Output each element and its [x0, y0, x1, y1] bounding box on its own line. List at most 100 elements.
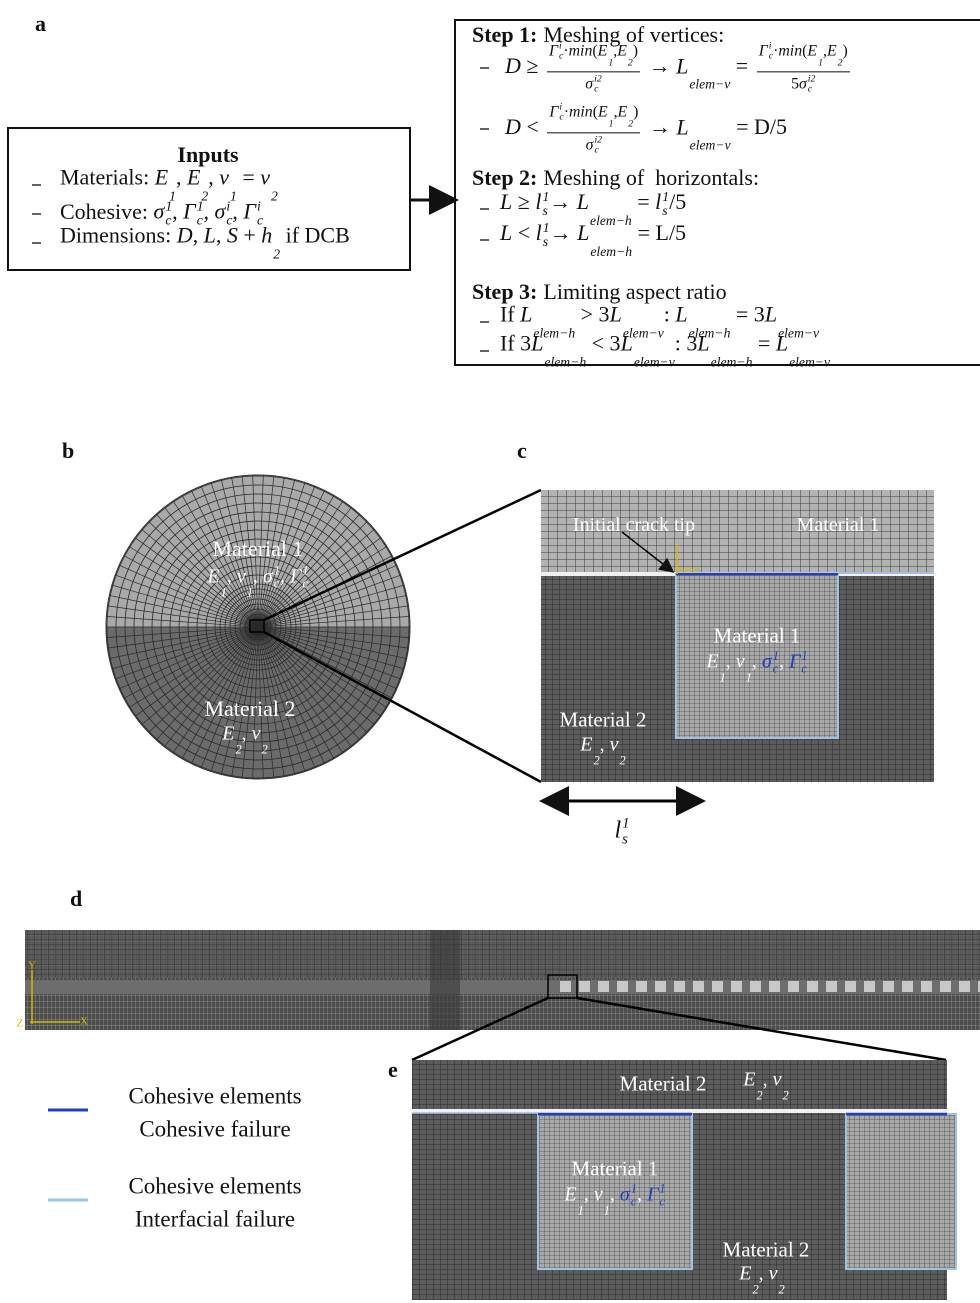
text: , [759, 1262, 769, 1284]
subscript: 2 [620, 755, 626, 768]
symbol-base: Γ [290, 565, 301, 587]
subscript: 1 [604, 1204, 610, 1217]
symbol-base: D [505, 114, 521, 139]
panel-d-mesh [25, 930, 980, 1030]
expression: E2, ν2 [739, 1263, 785, 1296]
scripts: 1 [609, 120, 614, 130]
symbol: E2 [222, 722, 241, 744]
text: , [763, 1068, 773, 1090]
symbol-base: E [807, 42, 817, 59]
superscript: i [257, 200, 263, 214]
text: Dimensions: [60, 222, 177, 247]
symbol-base: min [569, 103, 593, 120]
numerator: Γic·min(E1,E2) [547, 102, 640, 133]
symbol: ν2 [252, 722, 268, 744]
text: , [176, 164, 187, 189]
mesh-block [712, 981, 723, 992]
symbol: Lelem−h [675, 301, 730, 326]
text: < 3 [586, 330, 620, 355]
symbol: Lelem−v [776, 330, 830, 355]
scripts: elem−v [634, 355, 675, 369]
denominator: σi2c [586, 133, 602, 156]
symbol: ν2 [610, 733, 626, 755]
symbol: σi2c [799, 75, 815, 92]
panel-label: c [517, 440, 527, 462]
scripts: 2 [593, 755, 599, 768]
text: > 3 [575, 301, 609, 326]
subscript: 2 [235, 744, 241, 757]
symbol: E1 [598, 42, 614, 59]
symbol-base: L [531, 330, 543, 355]
symbol: E2 [617, 42, 633, 59]
text: < [521, 114, 544, 139]
subscript: c [302, 578, 308, 591]
scripts: elem−v [690, 139, 731, 153]
symbol: Γ1c [183, 199, 203, 224]
mesh-block [807, 981, 818, 992]
symbol: σi2c [586, 136, 602, 153]
text: Materials: [60, 164, 155, 189]
subscript: 1 [818, 59, 823, 69]
subscript: s [543, 235, 550, 249]
symbol-base: L [610, 301, 622, 326]
scripts: 1 [247, 586, 253, 599]
scripts: 2 [620, 755, 626, 768]
symbol-base: ν [769, 1262, 778, 1284]
symbol-base: Γ [759, 42, 768, 59]
symbol-base: Γ [183, 199, 196, 224]
subscript: 2 [628, 59, 633, 69]
subscript: 2 [783, 1090, 789, 1103]
symbol-base: E [187, 164, 200, 189]
text: , [172, 199, 183, 224]
subscript: c [594, 145, 602, 155]
subscript: c [808, 84, 816, 94]
subscript: 1 [578, 1204, 584, 1217]
symbol-base: ν [260, 164, 270, 189]
subscript: s [622, 832, 629, 848]
symbol-base: l [536, 220, 542, 245]
symbol: Lelem−h [577, 189, 632, 214]
material-label: Material 1 [572, 1159, 659, 1180]
symbol-base: L [577, 189, 589, 214]
text: ) [633, 42, 638, 59]
mesh-block [788, 981, 799, 992]
symbol: l1s [614, 818, 629, 844]
mesh-block [864, 981, 875, 992]
text: 5 [791, 75, 799, 92]
symbol-base: σ [762, 650, 772, 672]
expression: E2, ν2 [580, 734, 626, 767]
symbol: E2 [739, 1262, 758, 1284]
symbol: min [569, 42, 593, 59]
symbol: σ1c [762, 650, 779, 672]
symbol-base: σ [263, 565, 273, 587]
material-label: Material 1 [797, 515, 880, 535]
scripts: elem−h [544, 355, 586, 369]
step-item: If 3Lelem−h < 3Lelem−v: 3Lelem−h = Lelem… [500, 332, 830, 369]
subscript: 1 [609, 120, 614, 130]
symbol-base: D, L, S [177, 222, 238, 247]
scripts: i2c [594, 74, 602, 95]
panel-label: e [388, 1059, 398, 1081]
text: , [280, 565, 290, 587]
text: , [227, 565, 237, 587]
panel-label: a [35, 13, 46, 35]
symbol: ν1 [237, 565, 253, 587]
symbol-base: E [617, 42, 627, 59]
text: , [208, 164, 219, 189]
text: : 3 [675, 330, 698, 355]
symbol: Γic [759, 42, 773, 59]
symbol: ν2 [769, 1262, 785, 1284]
text: = [752, 330, 775, 355]
subscript: elem−v [634, 355, 675, 369]
subscript: 2 [838, 59, 843, 69]
subscript: elem−v [789, 355, 830, 369]
axis-label: Z [17, 1019, 24, 1030]
mesh-block [959, 981, 970, 992]
step-text: Meshing of horizontals: [543, 165, 759, 190]
annotation: Initial crack tip [573, 515, 695, 535]
legend-text: Cohesive elements [128, 1085, 301, 1108]
symbol-base: σ [154, 199, 165, 224]
